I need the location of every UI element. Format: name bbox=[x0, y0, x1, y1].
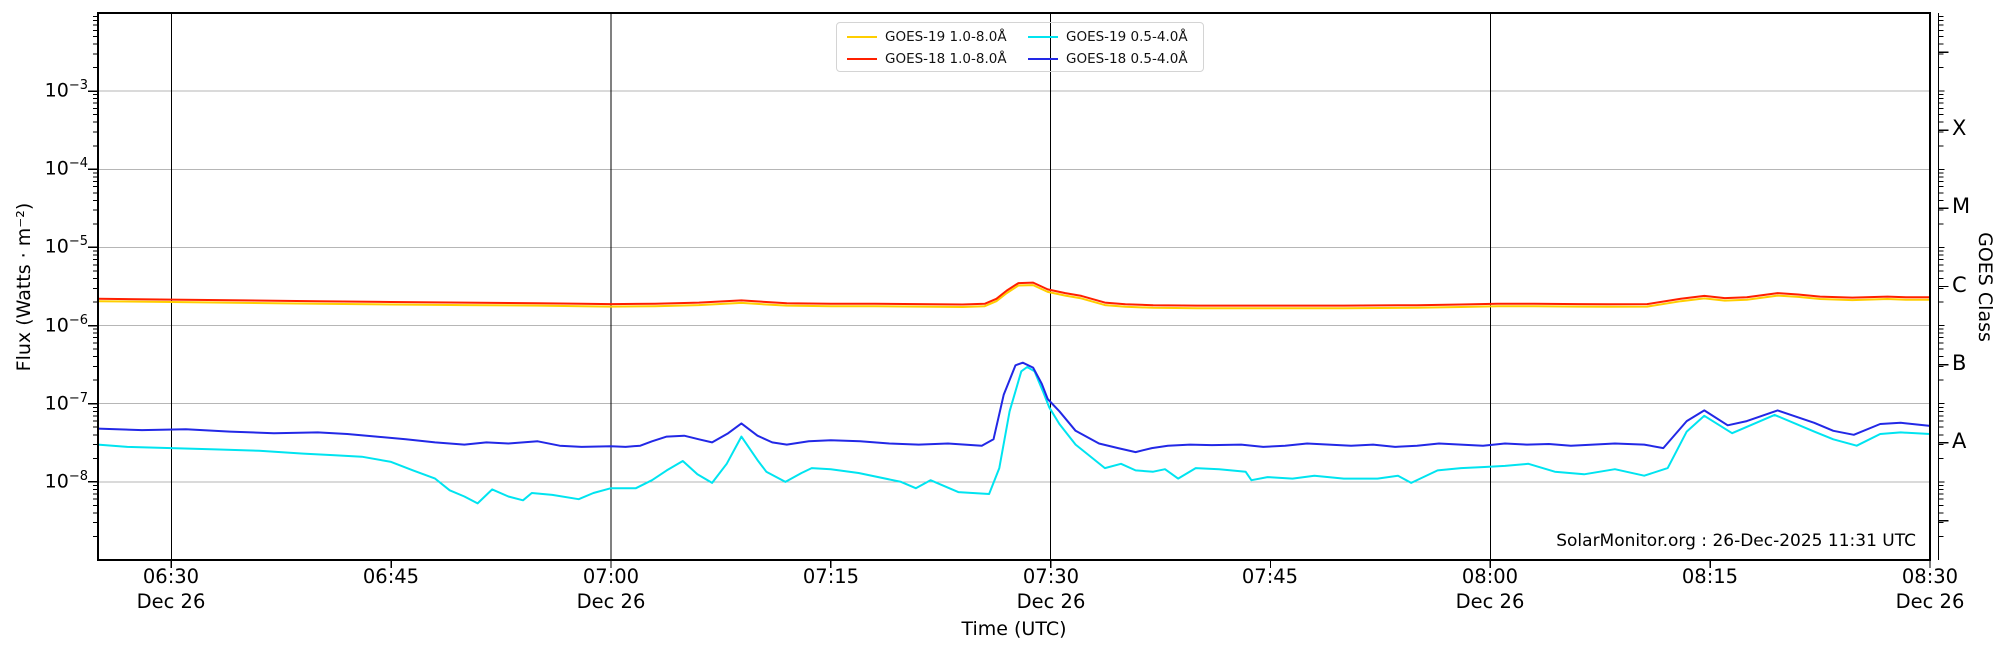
y-tick-label: 10−5 bbox=[44, 234, 88, 258]
x-tick-label: 07:30 bbox=[1022, 565, 1080, 588]
x-tick-label: 07:00 bbox=[582, 565, 640, 588]
x-tick-label: 06:30 bbox=[142, 565, 200, 588]
legend-line-swatch bbox=[847, 57, 877, 61]
x-tick-date-label: Dec 26 bbox=[1455, 590, 1525, 613]
legend-label: GOES-19 1.0-8.0Å bbox=[885, 29, 1007, 45]
legend-item: GOES-19 0.5-4.0Å bbox=[1028, 26, 1193, 48]
x-tick-label: 06:45 bbox=[362, 565, 420, 588]
chart-legend: GOES-19 1.0-8.0Å GOES-18 1.0-8.0Å GOES-19 … bbox=[836, 22, 1204, 72]
y-tick-label: 10−7 bbox=[44, 391, 88, 415]
x-tick-date-label: Dec 26 bbox=[136, 590, 206, 613]
series-line bbox=[97, 284, 1931, 310]
time-axis-title: Time (UTC) bbox=[961, 618, 1067, 640]
legend-item: GOES-18 0.5-4.0Å bbox=[1028, 48, 1193, 70]
x-tick-label: 07:45 bbox=[1241, 565, 1299, 588]
y-tick-label: 10−6 bbox=[44, 313, 88, 337]
goes-class-axis-title: GOES Class bbox=[1974, 232, 1996, 342]
x-tick-label: 08:30 bbox=[1901, 565, 1959, 588]
legend-line-swatch bbox=[1028, 35, 1058, 39]
legend-item: GOES-18 1.0-8.0Å bbox=[847, 48, 1012, 70]
x-tick-date-label: Dec 26 bbox=[1016, 590, 1086, 613]
goes-class-label: C bbox=[1952, 273, 1967, 297]
x-tick-label: 07:15 bbox=[802, 565, 860, 588]
x-tick-date-label: Dec 26 bbox=[576, 590, 646, 613]
y-tick-label: 10−3 bbox=[44, 78, 88, 102]
x-tick-label: 08:00 bbox=[1461, 565, 1519, 588]
legend-label: GOES-18 0.5-4.0Å bbox=[1066, 51, 1188, 67]
x-tick-label: 08:15 bbox=[1681, 565, 1739, 588]
legend-line-swatch bbox=[847, 35, 877, 39]
series-line bbox=[97, 366, 1931, 505]
goes-class-label: X bbox=[1952, 116, 1967, 140]
legend-item: GOES-19 1.0-8.0Å bbox=[847, 26, 1012, 48]
goes-class-label: M bbox=[1952, 194, 1971, 218]
series-line bbox=[97, 281, 1931, 307]
goes-class-label: B bbox=[1952, 351, 1967, 375]
goes-class-label: A bbox=[1952, 429, 1967, 453]
legend-line-swatch bbox=[1028, 57, 1058, 61]
legend-label: GOES-18 1.0-8.0Å bbox=[885, 51, 1007, 67]
x-tick-date-label: Dec 26 bbox=[1895, 590, 1965, 613]
legend-label: GOES-19 0.5-4.0Å bbox=[1066, 29, 1188, 45]
y-tick-label: 10−8 bbox=[44, 469, 88, 493]
plot-frame bbox=[97, 12, 1931, 561]
y-tick-label: 10−4 bbox=[44, 156, 88, 180]
series-line bbox=[97, 361, 1931, 454]
watermark-text: SolarMonitor.org : 26-Dec-2025 11:31 UTC bbox=[1556, 531, 1916, 551]
flux-axis-title: Flux (Watts · m⁻²) bbox=[13, 202, 35, 372]
